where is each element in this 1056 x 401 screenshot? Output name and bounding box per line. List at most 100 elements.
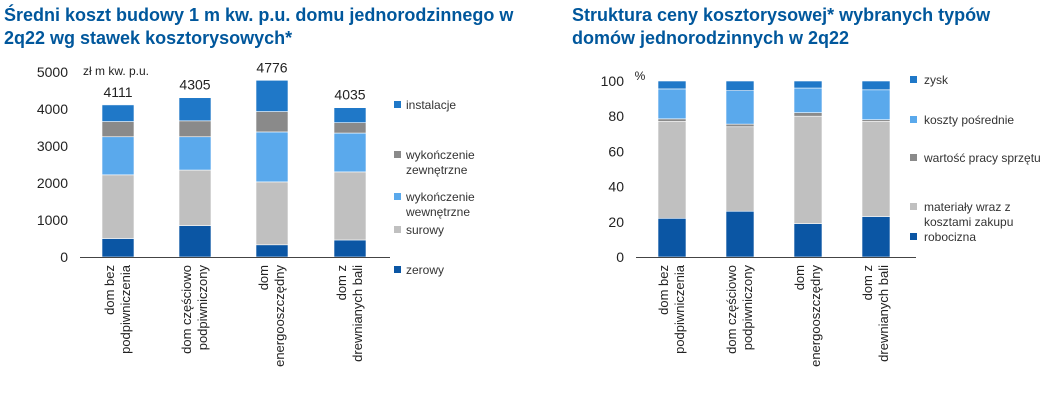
chart2-bar-segment (793, 80, 823, 89)
chart1-bar-segment (101, 136, 135, 176)
chart1-category-label-line: dom (256, 265, 271, 290)
chart2-y-tick-label: 20 (608, 214, 624, 230)
chart1-y-axis-label: zł m kw. p.u. (83, 64, 149, 78)
chart1-bar-segment (101, 238, 135, 258)
chart2-category-label-line: dom bez (656, 265, 671, 315)
chart1-total-label: 4305 (179, 77, 210, 93)
chart1-y-tick-label: 1000 (37, 212, 68, 228)
chart1-y-tick-label: 0 (60, 249, 68, 265)
chart1-bar-segment (333, 132, 367, 173)
chart2-category-label-line: dom (792, 265, 807, 290)
chart1-y-tick-label: 2000 (37, 175, 68, 191)
chart2-category-label-line: dom z (860, 265, 875, 300)
chart2-bar-segment (793, 115, 823, 224)
chart1-category-label-line: podpiwniczenia (118, 264, 133, 354)
chart2-legend-label-line: zysk (924, 73, 949, 87)
chart1-legend-swatch (394, 151, 401, 158)
chart2-bar-segment (861, 121, 891, 217)
chart2-y-tick-label: 80 (608, 108, 624, 124)
chart2-title: Struktura ceny kosztorysowej* wybranych … (572, 5, 991, 48)
chart2-y-tick-label: 60 (608, 143, 624, 159)
chart1-category-label-line: podpiwniczony (195, 265, 210, 351)
chart1-legend-label: wykończenie zewnętrzne (405, 148, 475, 177)
chart1-legend-label: instalacje (406, 98, 456, 112)
chart1-bar-segment (255, 244, 289, 258)
chart1-legend-label-line: instalacje (406, 98, 456, 112)
chart2-bar-segment (657, 121, 687, 219)
chart1-bar-segment (255, 111, 289, 133)
chart1-total-label: 4111 (103, 84, 132, 100)
chart2-legend-label-line: materiały wraz z (924, 200, 1011, 214)
chart2-bar-segment (657, 88, 687, 120)
chart1-category-label: dom energooszczędny (256, 265, 287, 367)
chart1-total-label: 4035 (334, 87, 365, 103)
chart1-bar-segment (101, 104, 135, 122)
chart1-category-label-line: energooszczędny (272, 265, 287, 367)
chart2-category-label-line: drewnianych bali (876, 265, 891, 362)
chart2-category-label: dom częściowo podpiwniczony (724, 265, 755, 354)
chart1-category-label-line: drewnianych bali (350, 265, 365, 362)
chart2-category-label: dom bez podpiwniczenia (656, 264, 687, 354)
chart1-bar-segment (255, 131, 289, 183)
chart1-legend-swatch (394, 266, 401, 273)
chart1-bar-segment (333, 239, 367, 258)
chart2-y-tick-label: 0 (616, 249, 624, 265)
chart1-y-tick-label: 3000 (37, 138, 68, 154)
chart1-y-tick-label: 4000 (37, 101, 68, 117)
chart2-legend-swatch (910, 203, 917, 210)
chart2-bar-segment (657, 217, 687, 258)
chart1-bar-segment (178, 169, 212, 226)
chart1-category-label-line: dom częściowo (179, 265, 194, 354)
chart2-bar-segment (725, 123, 755, 128)
chart1-legend-label-line: zerowy (406, 263, 444, 277)
chart1-category-label-line: dom bez (102, 265, 117, 315)
chart2-bar-segment (793, 112, 823, 117)
chart2-legend-label: materiały wraz z kosztami zakupu (924, 200, 1013, 229)
chart2-bar-segment (725, 210, 755, 258)
chart1-bar-segment (178, 136, 212, 171)
chart2-bar-segment (657, 80, 687, 90)
chart1-title: Średni koszt budowy 1 m kw. p.u. domu je… (4, 5, 514, 48)
chart2-legend-swatch (910, 116, 917, 123)
chart1-bar-segment (255, 181, 289, 246)
chart1-legend-label-line: surowy (406, 223, 444, 237)
chart2-legend-swatch (910, 76, 917, 83)
chart1-legend-label-line: wykończenie (405, 148, 475, 162)
chart1-category-label-line: dom z (334, 265, 349, 300)
chart2-category-label-line: podpiwniczenia (672, 264, 687, 354)
chart1-bar-segment (101, 174, 135, 239)
chart2-legend-label: koszty pośrednie (924, 113, 1014, 127)
chart2-legend-label: zysk (924, 73, 949, 87)
chart1-y-tick-label: 5000 (37, 64, 68, 80)
chart1-bar-segment (255, 79, 289, 112)
chart2-bar-segment (657, 118, 687, 122)
chart2-y-axis-label: % (635, 69, 646, 83)
chart1-legend-label: wykończenie wewnętrzne (405, 190, 475, 219)
chart1-bar-segment (101, 121, 135, 138)
chart2-bar-segment (861, 80, 891, 91)
chart1-category-label: dom częściowo podpiwniczony (179, 265, 210, 354)
chart1-legend-label-line: wykończenie (405, 190, 475, 204)
chart2-bar-segment (861, 89, 891, 121)
chart2-bar-segment (793, 87, 823, 113)
chart1-legend-label-line: wewnętrzne (405, 205, 470, 219)
chart1-legend-label-line: zewnętrzne (406, 163, 468, 177)
chart2-bar-segment (861, 216, 891, 258)
chart2-y-tick-label: 100 (601, 73, 625, 89)
chart2-legend-label: robocizna (924, 230, 976, 244)
chart2-y-tick-label: 40 (608, 179, 624, 195)
chart2-legend-label-line: robocizna (924, 230, 976, 244)
chart1-total-label: 4776 (256, 59, 287, 75)
chart2-bar-segment (725, 80, 755, 91)
chart1-legend-label: zerowy (406, 263, 444, 277)
chart2-bar-segment (725, 90, 755, 125)
chart2-category-label-line: podpiwniczony (740, 265, 755, 351)
chart1-legend-swatch (394, 101, 401, 108)
chart2-bar-segment (793, 223, 823, 258)
chart1-bar-segment (178, 225, 212, 258)
chart2-category-label: dom z drewnianych bali (860, 265, 891, 362)
chart2-legend-label-line: wartość pracy sprzętu (923, 151, 1041, 165)
chart2-legend-label: wartość pracy sprzętu (923, 151, 1041, 165)
chart1-bar-segment (333, 171, 367, 241)
chart1-legend-swatch (394, 193, 401, 200)
